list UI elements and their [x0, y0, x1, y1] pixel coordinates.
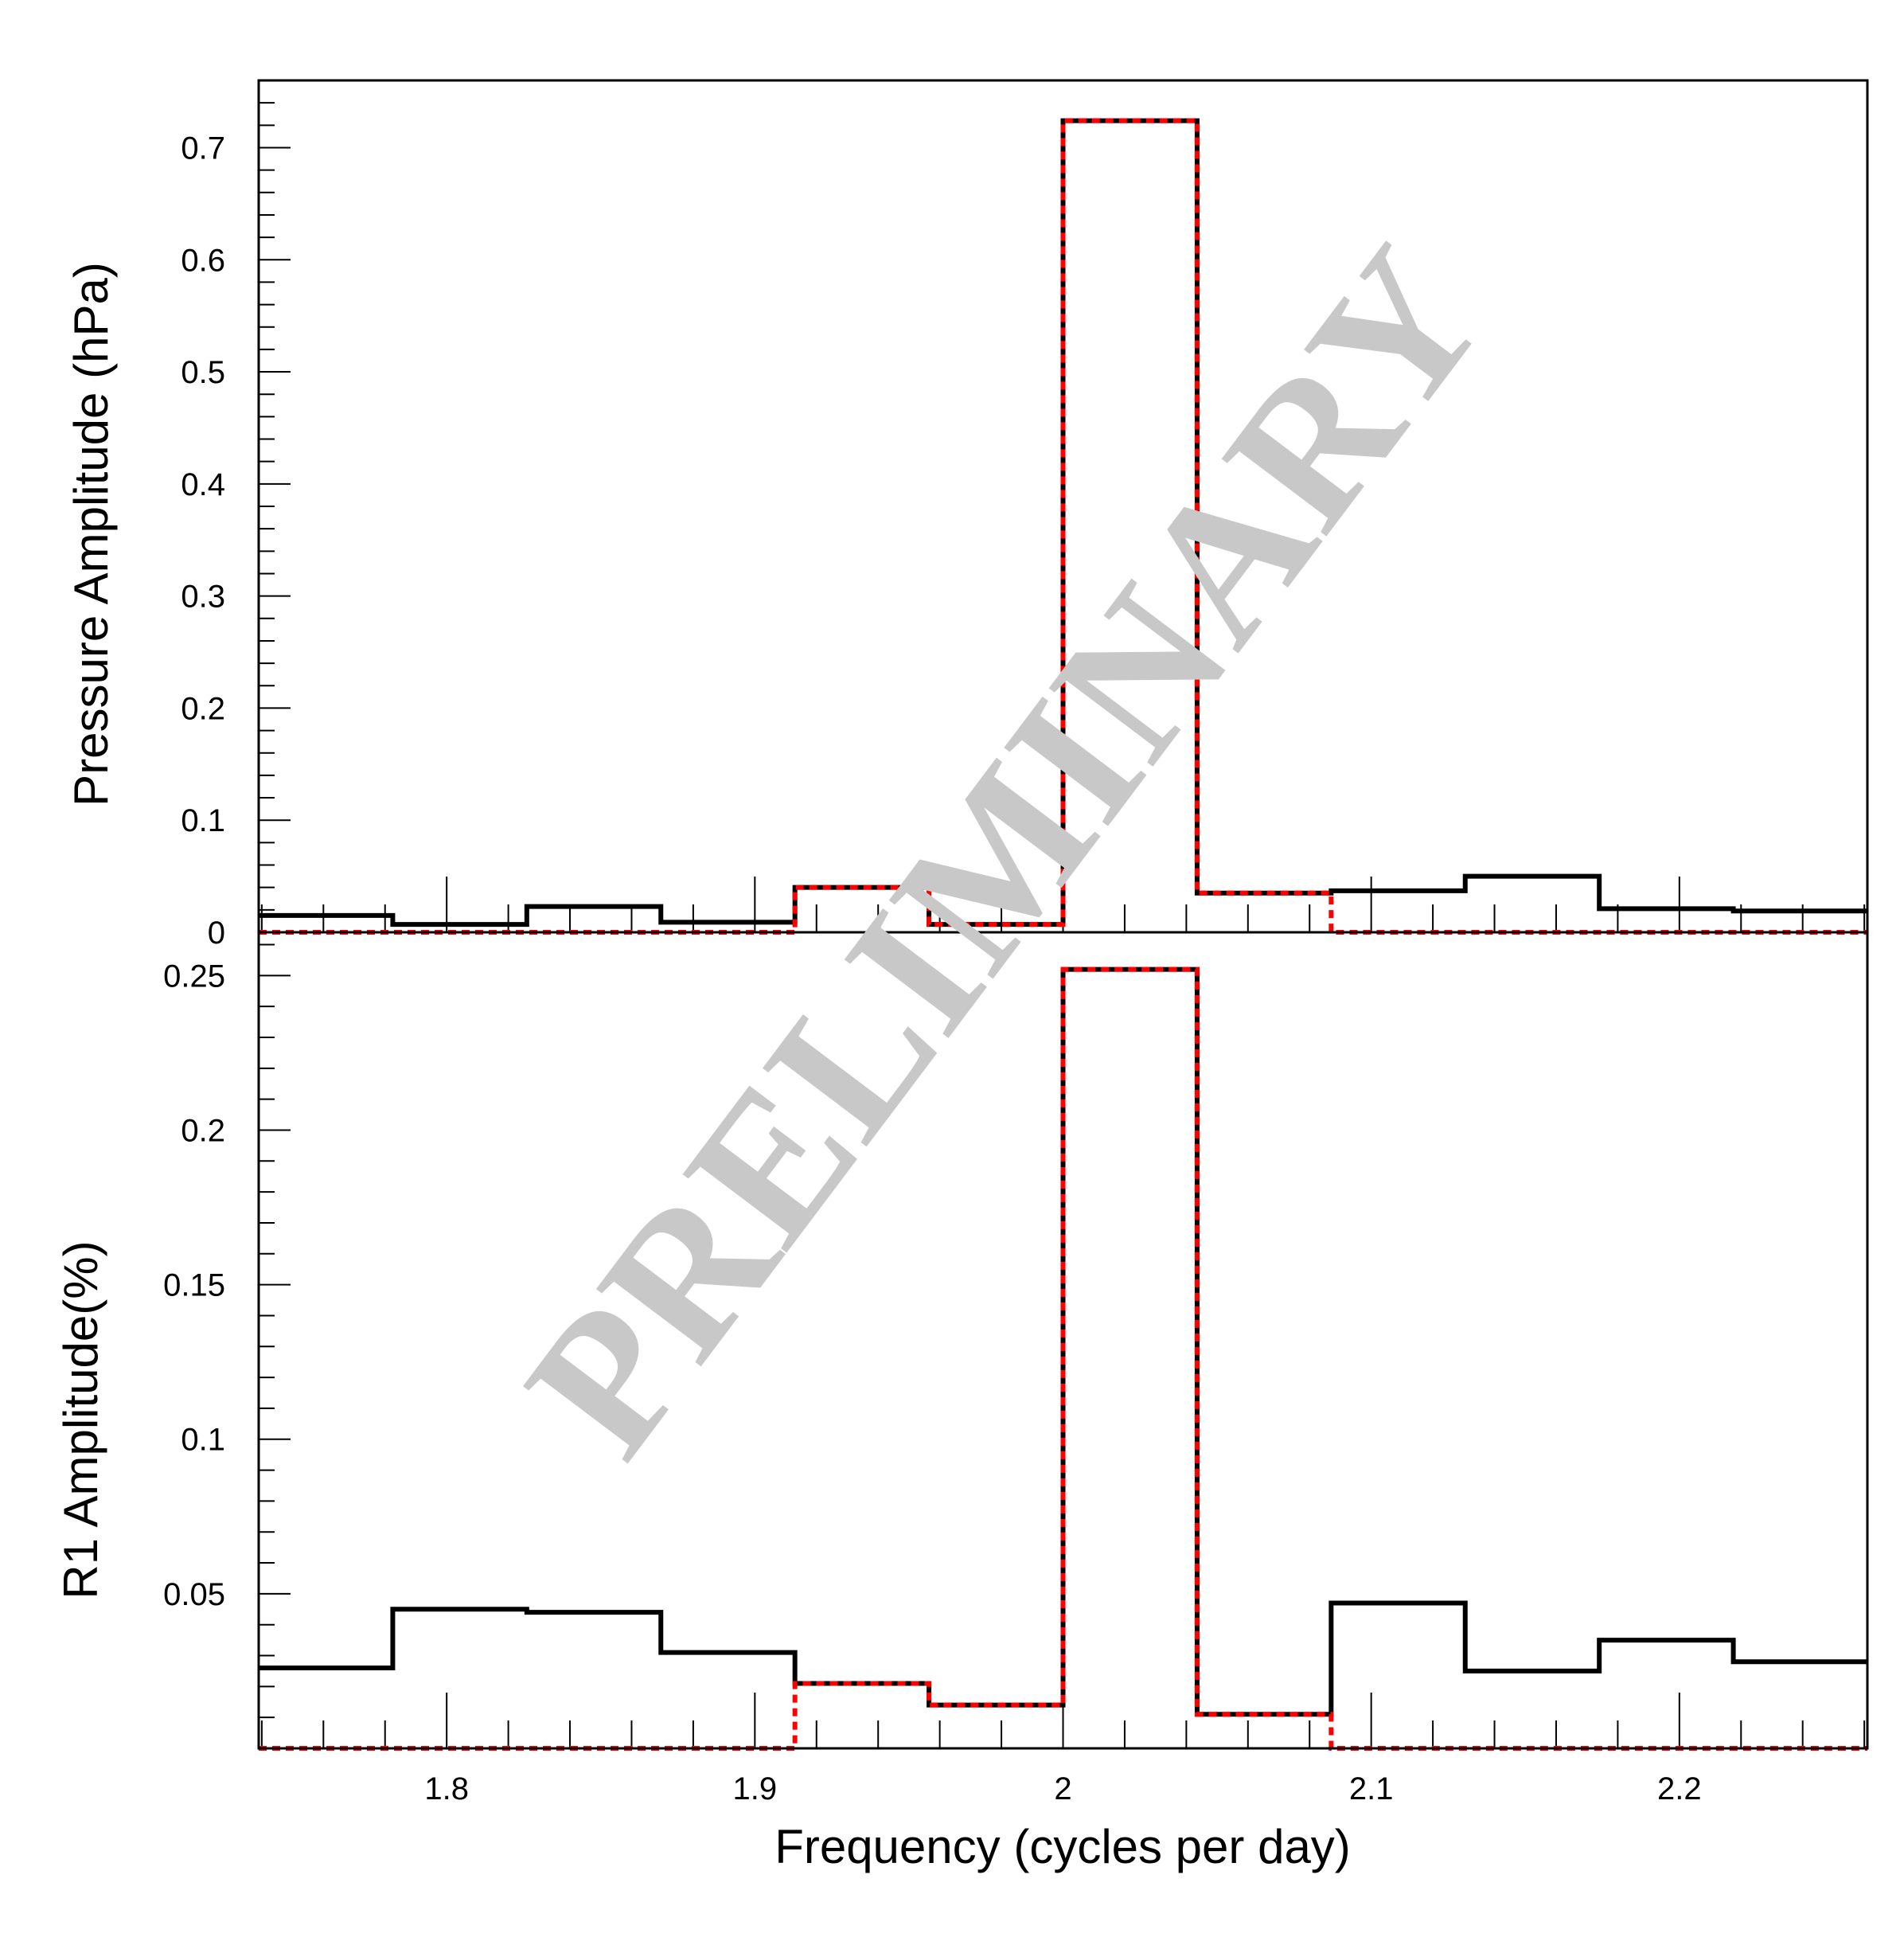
bottom-panel-frame: [257, 931, 1869, 1750]
bottom-panel-ytick-labels: 0.05 0.1 0.15 0.2 0.25: [163, 959, 225, 1612]
y-tick-label: 0.7: [181, 131, 225, 166]
bottom-panel-y-axis-title: R1 Amplitude(%): [54, 1240, 107, 1599]
y-tick-label: 0.3: [181, 580, 225, 615]
x-tick-label: 2: [1054, 1771, 1071, 1806]
top-panel-y-axis-title: Pressure Amplitude (hPa): [64, 262, 118, 806]
y-tick-label: 0.5: [181, 355, 225, 390]
x-tick-label: 2.1: [1349, 1771, 1394, 1806]
y-tick-label: 0.2: [181, 1113, 225, 1148]
y-tick-label: 0.25: [163, 959, 225, 994]
bottom-panel-ticks: [259, 943, 1866, 1749]
top-panel-ticks: [259, 80, 1866, 933]
bottom-panel: 0.05 0.1 0.15 0.2 0.25 1.8 1.9 2 2.1 2.2 R1 Ampl…: [54, 931, 1869, 1873]
top-panel-ytick-labels: 0 0.1 0.2 0.3 0.4 0.5 0.6 0.7: [181, 131, 225, 951]
y-tick-label: 0.1: [181, 1423, 225, 1458]
y-tick-label: 0.6: [181, 243, 225, 278]
bottom-panel-xtick-labels: 1.8 1.9 2 2.1 2.2: [424, 1771, 1701, 1806]
x-tick-label: 1.9: [733, 1771, 778, 1806]
y-tick-label: 0.2: [181, 691, 225, 726]
y-tick-label: 0.05: [163, 1577, 225, 1612]
x-axis-title: Frequency (cycles per day): [774, 1820, 1351, 1873]
x-tick-label: 1.8: [424, 1771, 469, 1806]
x-tick-label: 2.2: [1657, 1771, 1702, 1806]
y-tick-label: 0: [208, 916, 225, 951]
y-tick-label: 0.1: [181, 803, 225, 838]
y-tick-label: 0.4: [181, 467, 225, 502]
y-tick-label: 0.15: [163, 1268, 225, 1303]
